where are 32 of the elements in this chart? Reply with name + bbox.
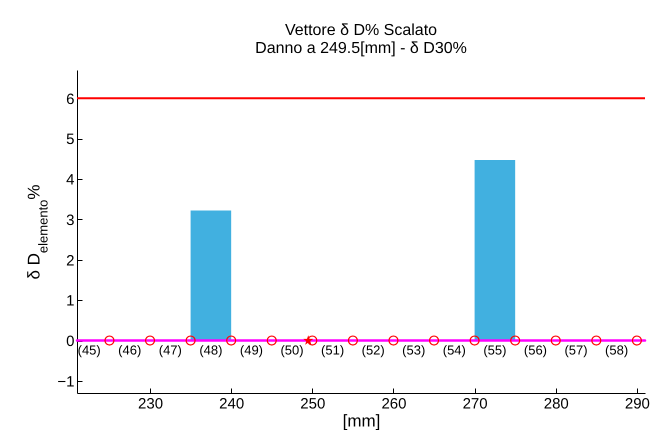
chart-title: Vettore δ D% Scalato [284, 22, 438, 39]
y-tick-label: 5 [66, 131, 74, 148]
x-tick-label: 290 [624, 396, 650, 412]
annotation: (55) [483, 342, 506, 358]
annotation: (57) [564, 342, 588, 358]
y-tick-label: 4 [66, 172, 74, 189]
annotation: (51) [321, 342, 344, 358]
chart-subtitle: Danno a 249.5[mm] - δ D30% [255, 40, 467, 57]
x-tick-label: 240 [219, 396, 244, 412]
annotation: (48) [199, 342, 222, 358]
annotation: (52) [362, 342, 385, 358]
x-tick-label: 280 [544, 396, 569, 412]
y-tick-label: 1 [66, 292, 74, 310]
annotation: (54) [442, 342, 466, 358]
y-tick-label: 2 [66, 252, 74, 270]
y-tick-label: 0 [66, 333, 74, 350]
annotation: (53) [402, 342, 426, 358]
annotation: (45) [78, 342, 101, 358]
y-tick-label: 6 [66, 90, 74, 108]
y-tick-label: 3 [66, 212, 74, 229]
annotation: (47) [158, 342, 182, 358]
x-axis-title: [mm] [342, 412, 380, 430]
annotation: (58) [605, 342, 628, 358]
annotation: (56) [524, 342, 548, 358]
x-tick-label: 230 [138, 396, 164, 412]
annotation: (46) [118, 342, 142, 358]
x-tick-label: 270 [462, 396, 488, 412]
x-tick-label: 250 [300, 396, 326, 412]
annotation: (49) [240, 342, 264, 358]
annotation: (50) [280, 342, 304, 358]
y-tick-label: −1 [57, 373, 74, 390]
x-tick-label: 260 [381, 396, 406, 412]
